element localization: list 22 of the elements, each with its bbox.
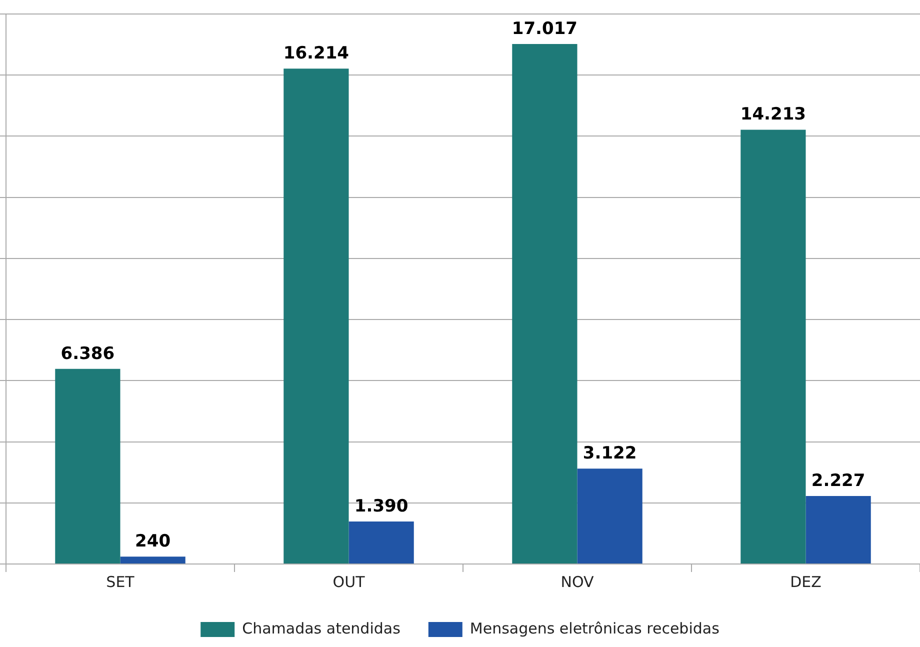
data-label: 6.386	[60, 344, 115, 364]
bar	[512, 44, 578, 564]
data-label: 17.017	[512, 18, 578, 39]
data-label: 14.213	[740, 104, 806, 125]
legend-label: Chamadas atendidas	[242, 619, 401, 638]
bar	[348, 522, 414, 564]
data-label: 2.227	[811, 470, 866, 491]
data-label: 1.390	[354, 496, 408, 516]
x-tick-label: SET	[106, 572, 136, 591]
bar	[120, 556, 186, 564]
data-label: 3.122	[582, 444, 637, 464]
legend-label: Mensagens eletrônicas recebidas	[470, 619, 720, 638]
bar	[806, 496, 871, 564]
x-tick-label: OUT	[332, 572, 366, 591]
bar	[577, 468, 642, 564]
bar	[55, 368, 120, 564]
x-tick-label: NOV	[560, 572, 594, 591]
bar	[284, 68, 349, 564]
data-label: 16.214	[283, 43, 350, 64]
data-label: 240	[135, 532, 171, 552]
bar	[740, 130, 806, 564]
x-tick-label: DEZ	[790, 572, 822, 591]
